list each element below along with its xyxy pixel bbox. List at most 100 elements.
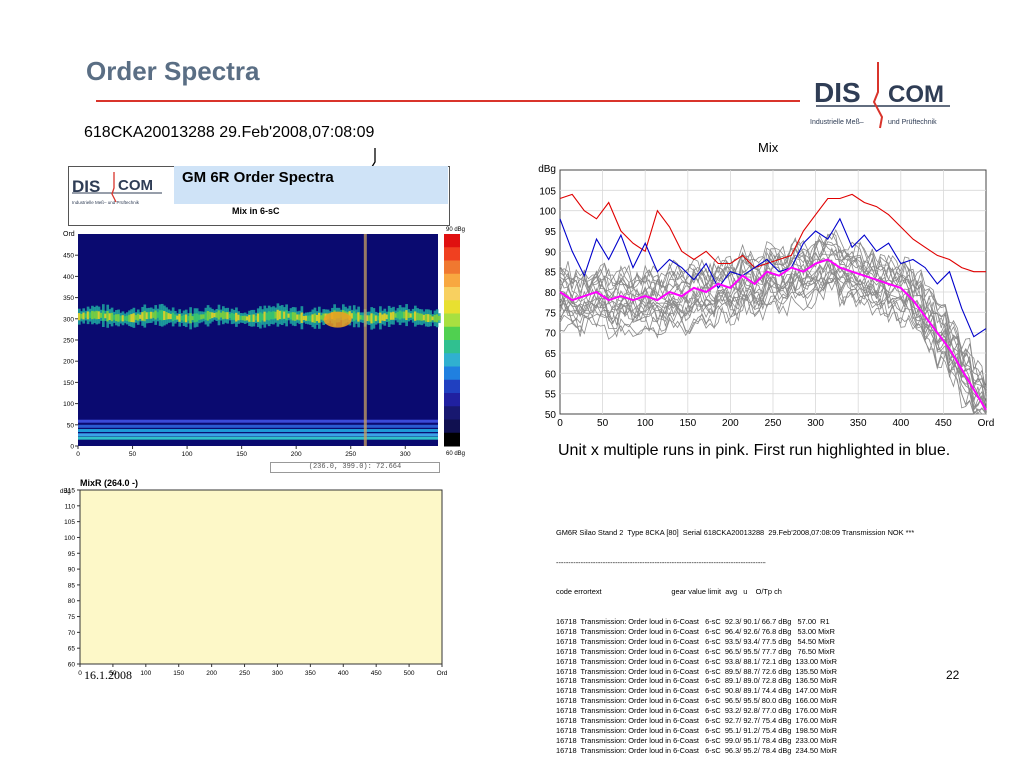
heatmap-x-tick-label: 50 — [129, 451, 137, 458]
heatmap-cell — [265, 312, 269, 320]
heatmap-cell — [191, 316, 195, 321]
heatmap-cell — [355, 313, 358, 320]
heatmap-cell — [298, 314, 302, 321]
heatmap-cell — [171, 312, 175, 322]
mixr-x-tick-label: 0 — [78, 670, 82, 677]
report-columns: code errortext gear value limit avg u O/… — [556, 587, 782, 597]
heatmap-y-tick-label: 300 — [63, 316, 74, 323]
heatmap-cell — [217, 310, 221, 320]
colorbar-swatch — [444, 234, 460, 248]
heatmap-cell — [396, 312, 400, 319]
footer-date: 16.1.2008 — [84, 668, 132, 682]
heatmap-cell — [416, 312, 419, 321]
heatmap-cell — [200, 314, 203, 320]
heatmap-cell — [160, 310, 164, 321]
mix-x-tick-label: 300 — [807, 418, 824, 429]
heatmap-cell — [163, 311, 166, 320]
heatmap-cell — [372, 313, 376, 323]
mix-x-tick-label: 450 — [935, 418, 952, 429]
heatmap-cell — [366, 315, 369, 322]
heatmap-cell — [198, 314, 201, 320]
heatmap-cell — [115, 314, 118, 322]
colorbar-top-label: 90 dBg — [446, 227, 465, 233]
heatmap-cell — [141, 312, 144, 321]
mix-grey-run — [559, 276, 986, 415]
heatmap-cell — [224, 312, 227, 319]
panel-logo-tagline: Industrielle Meß– und Prüftechnik — [72, 200, 140, 205]
heatmap-colorbar — [444, 234, 460, 447]
mixr-y-tick-label: 110 — [65, 503, 76, 510]
heatmap-cell — [398, 310, 402, 320]
heatmap-cell — [400, 311, 404, 319]
heatmap-cell — [88, 312, 92, 319]
heatmap-cell — [84, 313, 88, 318]
heatmap-cell — [289, 312, 293, 320]
heatmap-cell — [385, 314, 389, 320]
heatmap-cell — [411, 312, 415, 319]
heatmap-cell — [130, 314, 134, 323]
mix-y-ticks: 50 55 60 65 70 75 80 85 90 95 100 105 dBg — [538, 164, 556, 421]
heatmap-cell — [106, 311, 110, 322]
heatmap-cell — [235, 312, 238, 322]
heatmap-cell — [304, 315, 308, 321]
heatmap-cell — [420, 313, 424, 321]
heatmap-cell — [361, 315, 365, 321]
mix-x-tick-label: 400 — [892, 418, 909, 429]
mix-grey-run — [559, 271, 987, 415]
heatmap-cell — [174, 314, 177, 321]
heatmap-cell — [132, 313, 136, 323]
mix-x-tick-label: 200 — [722, 418, 739, 429]
heatmap-cell — [222, 311, 225, 320]
heatmap-cell — [350, 313, 354, 319]
heatmap-cell — [182, 314, 186, 322]
heatmap-cell — [280, 310, 284, 320]
report-rule: ----------------------------------------… — [556, 557, 766, 567]
mixr-y-tick-label: 70 — [68, 630, 76, 637]
mix-y-tick-label: 60 — [545, 369, 557, 380]
mix-y-tick-label: 80 — [545, 288, 557, 299]
mixr-x-tick-label: 300 — [272, 670, 283, 677]
mixr-y-tick-label: 90 — [68, 567, 76, 574]
mixr-chart: dBg 60 65 70 75 80 85 90 95 100 105 110 115 0 50 100 1… — [60, 488, 448, 678]
mix-grey-run — [559, 264, 987, 415]
heatmap-cell — [117, 314, 120, 322]
heatmap-cell — [259, 312, 262, 323]
mixr-y-tick-label: 80 — [68, 598, 76, 605]
heatmap-cell — [193, 313, 197, 323]
heatmap-cell — [97, 311, 101, 319]
heatmap-cell — [409, 313, 413, 318]
heatmap-cell — [287, 313, 291, 318]
heatmap-cell — [267, 311, 271, 321]
mix-x-ticks: 0 50 100 150 200 250 300 350 400 450 Ord — [557, 418, 994, 429]
mix-x-tick-label: 0 — [557, 418, 563, 429]
heatmap-cell — [102, 310, 105, 321]
mix-grey-run — [559, 232, 987, 387]
report-row: 16718 Transmission: Order loud in 6-Coas… — [556, 725, 837, 735]
colorbar-swatch — [444, 406, 460, 420]
heatmap-cell — [121, 315, 125, 322]
heatmap-cell — [187, 316, 190, 321]
heatmap-cell — [414, 311, 417, 321]
colorbar-swatch — [444, 313, 460, 328]
mix-y-tick-label: 95 — [545, 227, 557, 238]
heatmap-cell — [313, 313, 317, 323]
mix-chart-title: Mix — [758, 140, 779, 155]
heatmap-cell — [403, 311, 406, 319]
heatmap-cell — [215, 312, 219, 318]
heatmap-cell — [232, 313, 236, 320]
heatmap-band — [78, 433, 438, 437]
mix-grey-run — [559, 241, 987, 391]
report-row: 16718 Transmission: Order loud in 6-Coas… — [556, 646, 835, 656]
heatmap-cell — [348, 311, 352, 320]
mixr-x-ticks: 0 50 100 150 200 250 300 350 400 450 500 Ord — [78, 664, 448, 677]
mixr-y-tick-label: 105 — [64, 519, 75, 526]
heatmap-cell — [405, 310, 408, 321]
mixr-plot-area — [79, 489, 443, 665]
mix-x-tick-label: 100 — [637, 418, 654, 429]
mixr-y-tick-label: 85 — [68, 582, 76, 589]
colorbar-swatch — [444, 379, 460, 394]
mix-y-tick-label: 50 — [545, 410, 557, 421]
heatmap-cell — [381, 314, 384, 321]
run-subtitle: 618CKA20013288 29.Feb'2008,07:08:09 — [84, 124, 375, 141]
heatmap-x-ticks: 0 50 100 150 200 250 300 — [76, 446, 411, 458]
